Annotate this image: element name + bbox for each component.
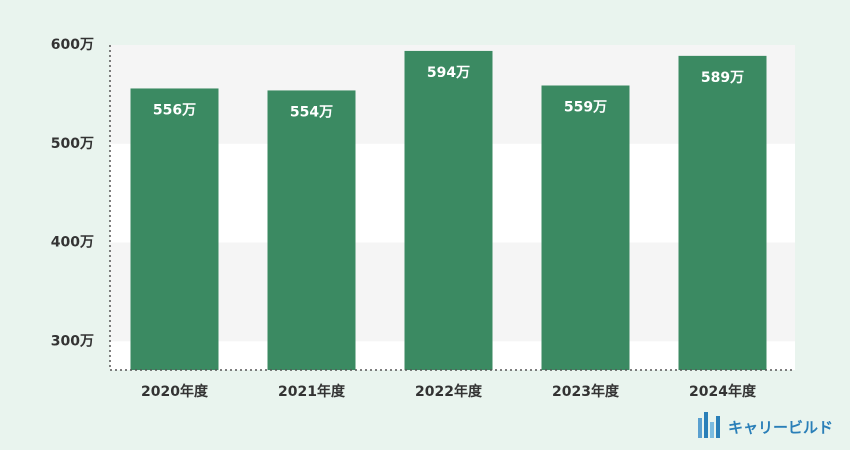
logo-icon bbox=[710, 422, 714, 438]
brand: キャリービルド bbox=[728, 419, 833, 437]
x-tick-label: 2020年度 bbox=[141, 383, 209, 400]
bar bbox=[267, 90, 356, 370]
logo-icon bbox=[716, 416, 720, 438]
value-label: 556万 bbox=[153, 102, 196, 118]
y-tick-label: 400万 bbox=[51, 235, 94, 251]
logo-icon bbox=[698, 418, 702, 438]
logo: キャリービルド bbox=[698, 412, 833, 438]
logo-icon bbox=[704, 412, 708, 438]
x-tick-label: 2022年度 bbox=[415, 383, 483, 400]
value-label: 589万 bbox=[701, 70, 744, 86]
bar bbox=[130, 88, 219, 371]
bar bbox=[404, 50, 493, 370]
value-label: 594万 bbox=[427, 65, 470, 81]
x-tick-label: 2024年度 bbox=[689, 383, 757, 400]
x-tick-label: 2023年度 bbox=[552, 383, 620, 400]
y-tick-label: 300万 bbox=[51, 333, 94, 349]
y-tick-label: 500万 bbox=[51, 136, 94, 152]
bar bbox=[678, 55, 767, 370]
x-tick-label: 2021年度 bbox=[278, 383, 346, 400]
bar bbox=[541, 85, 630, 370]
value-label: 559万 bbox=[564, 100, 607, 116]
value-label: 554万 bbox=[290, 104, 333, 120]
y-tick-label: 600万 bbox=[51, 37, 94, 53]
